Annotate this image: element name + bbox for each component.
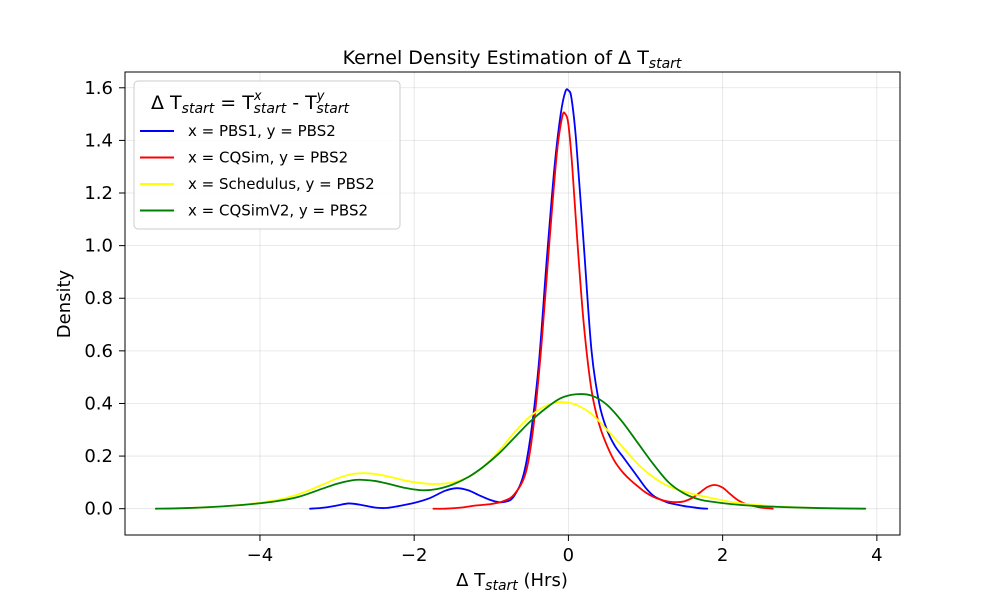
legend-title-a: Δ T (151, 92, 182, 114)
legend-title-c-sub: start (316, 101, 349, 117)
x-axis-label: Δ Tstart (Hrs) (456, 570, 568, 594)
legend-label-1: x = PBS1, y = PBS2 (188, 122, 336, 140)
y-ticks: 0.0 0.2 0.4 0.6 0.8 1.0 1.2 1.4 1.6 (84, 78, 125, 520)
legend-label-4: x = CQSimV2, y = PBS2 (188, 202, 368, 220)
series-line-1 (309, 88, 709, 510)
legend-box (133, 80, 401, 230)
chart-title: Kernel Density Estimation of Δ Tstart (343, 47, 682, 72)
x-ticks: −4 −2 0 2 4 (247, 535, 883, 566)
y-tick-label: 0.6 (84, 341, 113, 362)
legend: Δ Tstart = Tx start - Ty start x = PBS1, y… (133, 80, 401, 230)
series-line-3 (154, 401, 867, 510)
legend-title-a-sub: start (182, 101, 215, 117)
x-axis-label-subscript: start (485, 578, 518, 594)
x-tick-label: −4 (247, 545, 274, 566)
legend-title-c-sup: y (316, 89, 325, 104)
series-lines (154, 88, 867, 510)
x-axis-label-unit: (Hrs) (518, 570, 568, 591)
y-tick-label: 1.2 (84, 183, 113, 204)
legend-title-c: - T (286, 92, 317, 114)
x-tick-label: 0 (563, 545, 574, 566)
y-tick-label: 0.4 (84, 393, 113, 414)
legend-title-b-sup: x (253, 89, 262, 104)
y-tick-label: 1.4 (84, 130, 113, 151)
chart-title-main: Kernel Density Estimation of Δ T (343, 47, 650, 69)
y-tick-label: 1.0 (84, 236, 113, 257)
legend-title: Δ Tstart = Tx start - Ty start (151, 89, 350, 117)
x-tick-label: −2 (401, 545, 428, 566)
y-axis-label: Density (54, 269, 75, 338)
chart-title-subscript: start (649, 56, 682, 72)
y-tick-label: 1.6 (84, 78, 113, 99)
legend-title-b-sub: start (254, 101, 287, 117)
legend-label-3: x = Schedulus, y = PBS2 (188, 175, 375, 193)
series-line-4 (154, 393, 867, 510)
plot-frame (124, 71, 901, 536)
legend-title-b: = T (214, 92, 254, 114)
y-tick-label: 0.8 (84, 288, 113, 309)
legend-entries: x = PBS1, y = PBS2 x = CQSim, y = PBS2 x =… (140, 122, 375, 220)
y-tick-label: 0.0 (84, 499, 113, 520)
legend-label-2: x = CQSim, y = PBS2 (188, 149, 348, 167)
x-tick-label: 4 (871, 545, 882, 566)
x-tick-label: 2 (717, 545, 728, 566)
y-tick-label: 0.2 (84, 446, 113, 467)
series-line-2 (432, 111, 774, 510)
x-axis-label-main: Δ T (456, 570, 486, 591)
